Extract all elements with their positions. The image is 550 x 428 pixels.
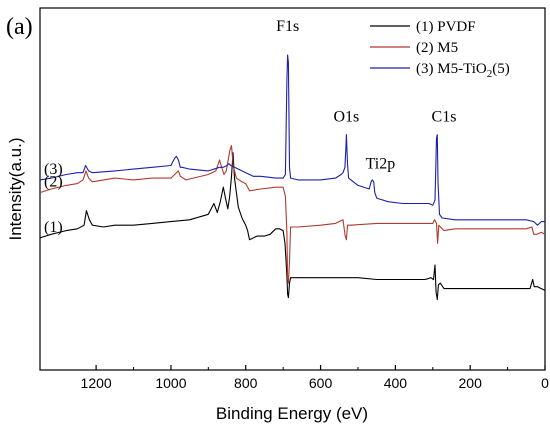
x-tick-label: 1200 (81, 375, 112, 391)
x-axis-label: Binding Energy (eV) (216, 404, 368, 423)
series-label-3: (3) (44, 161, 63, 178)
x-tick-label: 1000 (155, 375, 186, 391)
x-axis-ticks: 1200 1000 800 600 400 200 0 (81, 365, 549, 391)
series-line-3 (39, 54, 545, 226)
legend: (1) PVDF (2) M5 (3) M5-TiO2(5) (370, 19, 510, 80)
y-axis-label: Intensity(a.u.) (6, 138, 25, 241)
series-label-2: (2) (44, 174, 63, 191)
legend-entry: (1) PVDF (416, 19, 476, 35)
x-tick-label: 200 (459, 375, 483, 391)
x-tick-label: 600 (309, 375, 333, 391)
peak-label: C1s (432, 108, 457, 125)
series-line-1 (39, 152, 546, 300)
series-label-1: (1) (44, 219, 63, 236)
plot-area: 1200 1000 800 600 400 200 0 (1) (2)(3) F1s O1s Ti… (39, 7, 549, 391)
x-tick-label: 0 (541, 375, 549, 391)
panel-label: (a) (6, 14, 33, 40)
legend-entry: (3) M5-TiO2(5) (416, 61, 510, 80)
peak-label: O1s (333, 108, 359, 125)
plot-frame (39, 7, 546, 371)
series-line-2 (39, 145, 546, 284)
series-labels: (1) (2)(3) (44, 161, 63, 236)
legend-entry: (2) M5 (416, 40, 458, 56)
peak-annotations: F1s O1s Ti2p C1s (276, 18, 456, 173)
peak-label: Ti2p (366, 155, 396, 172)
x-tick-label: 800 (234, 375, 258, 391)
series-lines (39, 54, 546, 300)
peak-label: F1s (276, 18, 299, 35)
x-tick-label: 400 (384, 375, 408, 391)
